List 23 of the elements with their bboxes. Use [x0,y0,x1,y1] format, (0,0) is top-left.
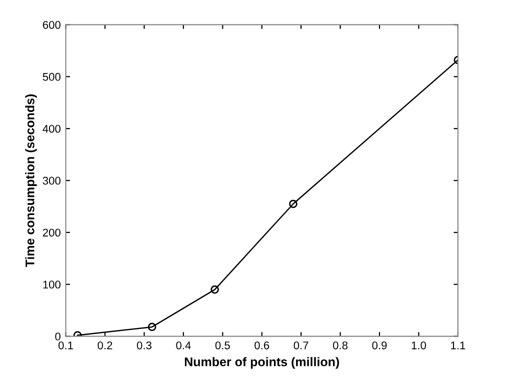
x-tick-label: 0.4 [176,341,191,350]
point [289,200,298,208]
x-tick-label: 1.1 [451,342,466,350]
x-tick-label: 0.9 [372,341,387,350]
y-tick-label: 0 [55,332,60,340]
point [148,322,156,332]
x-tick-label: 1.0 [412,341,426,350]
x-tick-label: 0.3 [136,341,152,350]
point [210,285,219,294]
y-tick-label: 600 [42,20,60,29]
y-tick-label: 100 [43,280,60,288]
y-tick-label: 200 [42,228,60,237]
x-tick-label: 0.5 [215,341,230,350]
x-tick-label: 0.2 [98,341,112,350]
x-tick-label: 0.1 [58,341,73,350]
y-tick-label: 500 [42,72,60,81]
x-axis-title: Number of points (million) [184,357,340,369]
x-tick-label: 0.7 [294,341,308,350]
y-tick-label: 300 [42,176,60,185]
x-tick-label: 0.8 [332,341,348,350]
x-tick-label: 0.6 [254,341,270,350]
y-axis-title: Time consumption (seconds) [25,94,37,268]
y-tick-label: 400 [42,124,60,133]
